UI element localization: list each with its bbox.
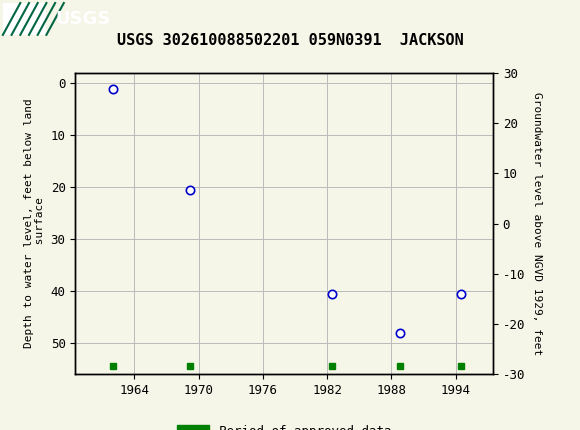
Text: USGS: USGS (55, 10, 110, 28)
Y-axis label: Groundwater level above NGVD 1929, feet: Groundwater level above NGVD 1929, feet (532, 92, 542, 355)
FancyBboxPatch shape (3, 3, 46, 35)
Text: USGS 302610088502201 059N0391  JACKSON: USGS 302610088502201 059N0391 JACKSON (117, 33, 463, 48)
Legend: Period of approved data: Period of approved data (172, 420, 396, 430)
Y-axis label: Depth to water level, feet below land
 surface: Depth to water level, feet below land su… (24, 99, 45, 348)
